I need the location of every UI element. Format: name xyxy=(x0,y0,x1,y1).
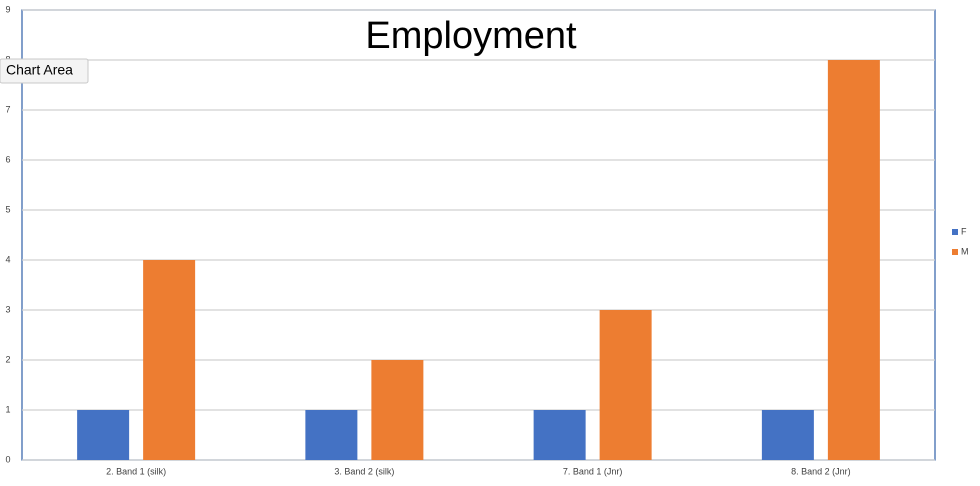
y-tick-label: 9 xyxy=(5,4,10,14)
bar xyxy=(599,310,652,460)
y-tick-label: 0 xyxy=(5,454,10,464)
y-tick-label: 3 xyxy=(5,304,10,314)
y-tick-label: 5 xyxy=(5,204,10,214)
y-tick-label: 2 xyxy=(5,354,10,364)
x-tick-label: 3. Band 2 (silk) xyxy=(334,466,394,476)
legend-swatch xyxy=(952,229,958,235)
legend-swatch xyxy=(952,249,958,255)
y-tick-label: 6 xyxy=(5,154,10,164)
x-tick-label: 7. Band 1 (Jnr) xyxy=(563,466,623,476)
y-tick-label: 7 xyxy=(5,104,10,114)
legend-label: F xyxy=(961,226,967,236)
bar xyxy=(761,410,814,460)
bar xyxy=(533,410,586,460)
bar xyxy=(305,410,358,460)
legend-label: M xyxy=(961,246,969,256)
y-tick-label: 4 xyxy=(5,254,10,264)
tooltip-text: Chart Area xyxy=(6,62,73,78)
bar xyxy=(827,60,880,460)
tooltip-box xyxy=(0,58,89,84)
tooltip: Chart Area xyxy=(0,58,89,84)
bar xyxy=(371,360,424,460)
bar xyxy=(143,260,196,460)
x-tick-label: 8. Band 2 (Jnr) xyxy=(791,466,851,476)
y-tick-label: 1 xyxy=(5,404,10,414)
x-tick-label: 2. Band 1 (silk) xyxy=(106,466,166,476)
chart-title: Employment xyxy=(365,15,577,57)
bar xyxy=(77,410,130,460)
